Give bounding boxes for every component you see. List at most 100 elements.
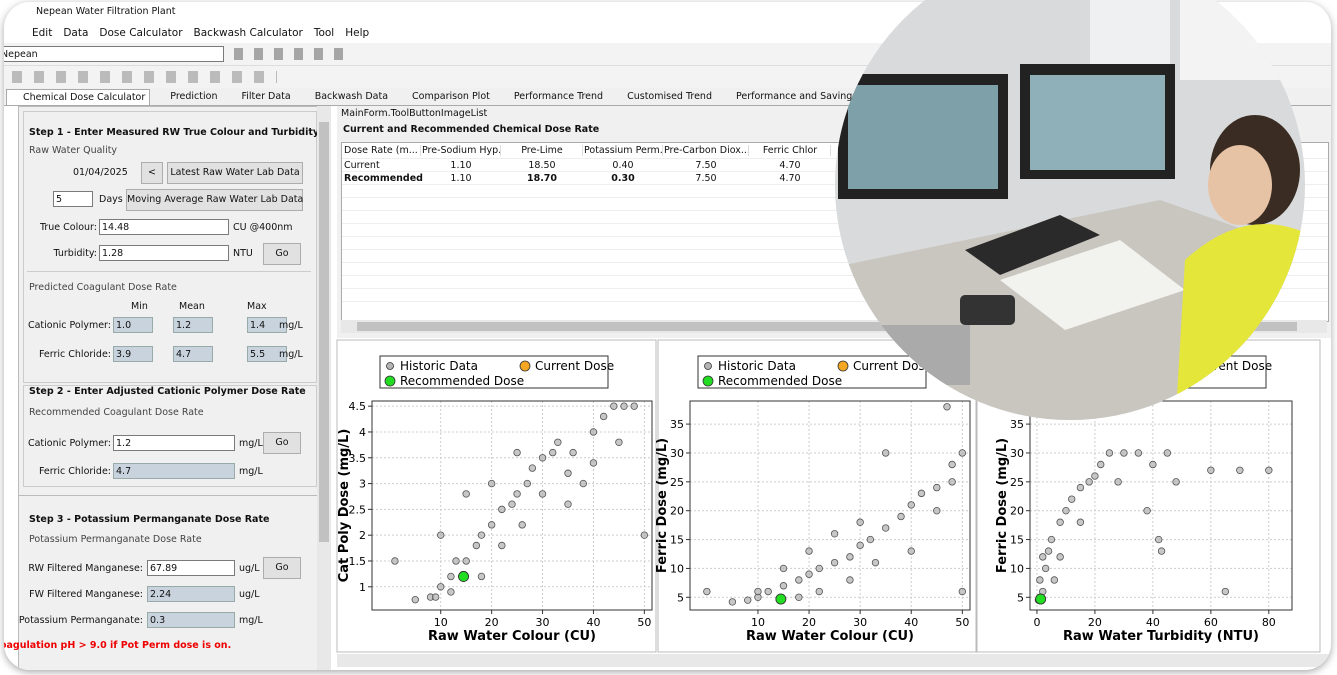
historic-point [641,532,648,539]
x-tick-label: 60 [1204,616,1218,629]
historic-point [1266,467,1273,474]
legend-label: Historic Data [400,359,478,373]
dose-point [459,571,469,581]
historic-point [499,542,506,549]
y-tick-label: 30 [1010,447,1024,460]
historic-point [549,449,556,456]
historic-point [1077,484,1084,491]
historic-point [1039,554,1046,561]
historic-point [796,577,803,584]
historic-point [933,484,940,491]
legend-label: Recommended Dose [718,374,842,388]
historic-point [600,413,607,420]
historic-point [509,501,516,508]
legend-marker [838,361,848,371]
y-tick-label: 5 [1017,591,1024,604]
x-tick-label: 50 [637,616,651,629]
y-tick-label: 4.5 [349,400,367,413]
historic-point [704,588,711,595]
x-tick-label: 20 [1088,616,1102,629]
y-axis-label: Cat Poly Dose (mg/L) [337,429,352,583]
historic-point [1115,479,1122,486]
historic-point [729,599,736,606]
historic-point [796,594,803,601]
y-tick-label: 20 [670,505,684,518]
historic-point [1173,479,1180,486]
y-tick-label: 5 [677,591,684,604]
dose-point [1036,594,1046,604]
legend-label: Current Dose [535,359,614,373]
historic-point [755,588,762,595]
historic-point [847,554,854,561]
y-tick-label: 1 [359,581,366,594]
historic-point [621,403,628,410]
historic-point [1037,577,1044,584]
y-tick-label: 3 [359,478,366,491]
legend-marker [703,376,713,386]
y-axis-label: Ferric Dose (mg/L) [655,438,670,573]
legend-marker [387,363,394,370]
page: Nepean Water Filtration Plant EditDataDo… [0,0,1337,675]
historic-point [867,536,874,543]
historic-point [908,548,915,555]
historic-point [1092,473,1099,480]
historic-point [816,588,823,595]
historic-point [806,571,813,578]
historic-point [831,559,838,566]
x-axis-label: Raw Water Turbidity (NTU) [1063,629,1259,644]
historic-point [448,573,455,580]
historic-point [1048,536,1055,543]
historic-point [1042,565,1049,572]
historic-point [1106,450,1113,457]
historic-point [529,465,536,472]
historic-point [1063,507,1070,514]
historic-point [432,594,439,601]
x-tick-label: 20 [802,616,816,629]
legend-marker [705,363,712,370]
historic-point [463,491,470,498]
historic-point [1097,461,1104,468]
photo-screen [1030,75,1165,170]
historic-point [1057,554,1064,561]
historic-point [514,491,521,498]
y-tick-label: 30 [670,447,684,460]
y-tick-label: 25 [1010,476,1024,489]
legend-marker [520,361,530,371]
historic-point [882,450,889,457]
historic-point [580,480,587,487]
photo-screen [848,85,998,189]
y-tick-label: 20 [1010,505,1024,518]
historic-point [555,439,562,446]
historic-point [1208,467,1215,474]
historic-point [1144,507,1151,514]
y-tick-label: 25 [670,476,684,489]
x-tick-label: 50 [955,616,969,629]
historic-point [499,506,506,513]
historic-point [412,596,419,603]
y-tick-label: 2 [359,529,366,542]
historic-point [1155,536,1162,543]
historic-point [565,470,572,477]
photo-face [1208,145,1272,225]
historic-point [488,480,495,487]
x-tick-label: 10 [434,616,448,629]
historic-point [611,403,618,410]
legend-label: Recommended Dose [400,374,524,388]
historic-point [437,532,444,539]
historic-point [959,588,966,595]
historic-point [949,461,956,468]
dose-point [776,594,786,604]
historic-point [765,588,772,595]
historic-point [616,439,623,446]
photo-phone [960,295,1015,325]
charts-overlay: 102030405011.522.533.544.5Raw Water Colo… [0,0,1337,675]
historic-point [898,513,905,520]
y-tick-label: 4 [359,426,366,439]
historic-point [478,532,485,539]
historic-point [1150,461,1157,468]
historic-point [1068,496,1075,503]
historic-point [744,597,751,604]
x-tick-label: 30 [853,616,867,629]
x-tick-label: 40 [1146,616,1160,629]
historic-point [1077,519,1084,526]
